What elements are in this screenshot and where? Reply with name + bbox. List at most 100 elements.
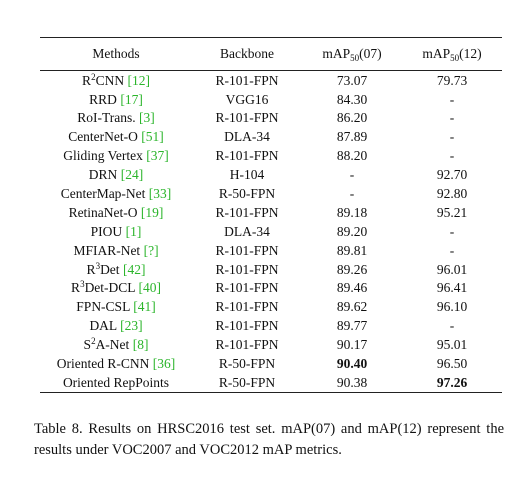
- backbone-cell: R-50-FPN: [218, 374, 276, 390]
- table-row: RoI-Trans. [3] R-101-FPN 86.20 -: [40, 109, 502, 128]
- table-caption: Table 8. Results on HRSC2016 test set. m…: [34, 421, 504, 458]
- table-row: Oriented R-CNN [36] R-50-FPN 90.40 96.50: [40, 354, 502, 373]
- method-name-superscript: 2: [91, 71, 96, 82]
- map-voc12-cell: 97.26: [436, 374, 468, 390]
- citation-link[interactable]: [17]: [120, 91, 143, 107]
- method-name: FPN-CSL: [76, 299, 130, 315]
- citation-link[interactable]: [?]: [143, 242, 159, 258]
- citation-link[interactable]: [42]: [122, 261, 146, 277]
- backbone-cell: DLA-34: [224, 223, 270, 239]
- citation-link[interactable]: [19]: [140, 204, 164, 220]
- method-cell: PIOU [1]: [40, 222, 192, 241]
- method-name: RetinaNet-O: [68, 204, 138, 220]
- map-voc12-cell: -: [449, 148, 455, 164]
- method-name: A-Net: [95, 337, 130, 353]
- method-name-superscript: 2: [91, 336, 96, 347]
- method-name-superscript: 3: [95, 260, 101, 271]
- citation-link[interactable]: [41]: [133, 299, 156, 315]
- method-cell: R2CNN [12]: [40, 71, 192, 90]
- method-cell: CenterMap-Net [33]: [40, 184, 192, 203]
- backbone-cell: R-101-FPN: [215, 318, 279, 334]
- results-table: Methods Backbone mAP50(07) mAP50(12) R2C…: [40, 37, 502, 393]
- method-cell: S2A-Net [8]: [40, 335, 192, 354]
- method-cell: Gliding Vertex [37]: [40, 147, 192, 166]
- citation-link[interactable]: [23]: [120, 318, 143, 334]
- backbone-cell: R-101-FPN: [215, 299, 279, 315]
- method-name-prefix: R: [86, 261, 96, 277]
- backbone-cell: VGG16: [225, 91, 269, 107]
- method-name: DRN: [88, 167, 118, 183]
- backbone-cell: R-50-FPN: [218, 356, 276, 372]
- table-row: RRD [17] VGG16 84.30 -: [40, 90, 502, 109]
- map-voc07-cell: 89.46: [336, 280, 368, 296]
- results-table-container: Methods Backbone mAP50(07) mAP50(12) R2C…: [40, 37, 502, 393]
- method-name-superscript: 3: [80, 279, 85, 290]
- map-voc12-cell: -: [449, 110, 455, 126]
- backbone-cell: H-104: [229, 167, 265, 183]
- method-cell: DAL [23]: [40, 317, 192, 336]
- citation-link[interactable]: [24]: [120, 167, 144, 183]
- method-name: Oriented R-CNN: [56, 356, 150, 372]
- backbone-cell: R-101-FPN: [215, 280, 279, 296]
- method-cell: CenterNet-O [51]: [40, 128, 192, 147]
- map-voc12-cell: -: [449, 129, 455, 145]
- table-row: FPN-CSL [41] R-101-FPN 89.62 96.10: [40, 298, 502, 317]
- table-row: DRN [24] H-104 - 92.70: [40, 165, 502, 184]
- citation-link[interactable]: [36]: [152, 356, 176, 372]
- table-body: R2CNN [12] R-101-FPN 73.07 79.73 RRD [17] VGG…: [40, 70, 502, 393]
- method-name-prefix: R: [82, 72, 92, 88]
- citation-link[interactable]: [3]: [139, 110, 155, 126]
- backbone-cell: R-101-FPN: [215, 110, 279, 126]
- method-name-prefix: R: [71, 280, 81, 296]
- map-voc07-cell: 90.40: [336, 356, 368, 372]
- map-voc07-cell: 89.62: [336, 299, 368, 315]
- map-voc12-cell: -: [449, 318, 455, 334]
- map-voc12-cell: 95.21: [436, 204, 468, 220]
- backbone-cell: R-101-FPN: [215, 72, 279, 88]
- map-voc12-cell: 96.41: [436, 280, 468, 296]
- method-name-prefix: S: [83, 337, 92, 353]
- citation-link[interactable]: [37]: [146, 148, 169, 164]
- method-name: Det-DCL: [84, 280, 136, 296]
- method-name: Oriented RepPoints: [62, 374, 170, 390]
- map-voc07-cell: 73.07: [336, 72, 368, 88]
- map-voc12-cell: 92.70: [436, 167, 468, 183]
- map-voc12-cell: 79.73: [436, 72, 468, 88]
- map-voc12-cell: 95.01: [436, 337, 468, 353]
- method-name: CenterNet-O: [68, 129, 138, 145]
- table-row: S2A-Net [8] R-101-FPN 90.17 95.01: [40, 335, 502, 354]
- citation-link[interactable]: [40]: [138, 280, 161, 296]
- table-row: R2CNN [12] R-101-FPN 73.07 79.73: [40, 70, 502, 90]
- backbone-cell: DLA-34: [224, 129, 270, 145]
- map-voc12-cell: 96.10: [436, 299, 468, 315]
- map-voc12-cell: 96.50: [436, 356, 468, 372]
- citation-link[interactable]: [8]: [132, 337, 149, 353]
- method-name: Det: [100, 261, 120, 277]
- citation-link[interactable]: [12]: [127, 72, 150, 88]
- method-name: DAL: [89, 318, 117, 334]
- header-map-voc07: mAP50(07): [322, 46, 382, 64]
- map-voc07-cell: 89.77: [336, 318, 368, 334]
- table-row: CenterNet-O [51] DLA-34 87.89 -: [40, 128, 502, 147]
- backbone-cell: R-50-FPN: [218, 186, 276, 202]
- citation-link[interactable]: [1]: [125, 223, 142, 239]
- map-voc07-cell: 90.17: [336, 337, 368, 353]
- table-row: PIOU [1] DLA-34 89.20 -: [40, 222, 502, 241]
- method-cell: RoI-Trans. [3]: [40, 109, 192, 128]
- method-cell: FPN-CSL [41]: [40, 298, 192, 317]
- citation-link[interactable]: [51]: [141, 129, 164, 145]
- method-cell: MFIAR-Net [?]: [40, 241, 192, 260]
- method-name: Gliding Vertex: [63, 148, 143, 164]
- method-name: PIOU: [90, 223, 123, 239]
- map-voc12-cell: -: [449, 242, 455, 258]
- header-methods: Methods: [92, 46, 140, 62]
- method-name: MFIAR-Net: [73, 242, 141, 258]
- map-voc07-cell: 89.18: [336, 204, 368, 220]
- citation-link[interactable]: [33]: [148, 186, 172, 202]
- method-cell: RRD [17]: [40, 90, 192, 109]
- map-voc12-cell: 96.01: [436, 261, 468, 277]
- header-backbone: Backbone: [220, 46, 274, 62]
- backbone-cell: R-101-FPN: [215, 261, 279, 277]
- map-voc07-cell: 86.20: [336, 110, 368, 126]
- backbone-cell: R-101-FPN: [215, 148, 279, 164]
